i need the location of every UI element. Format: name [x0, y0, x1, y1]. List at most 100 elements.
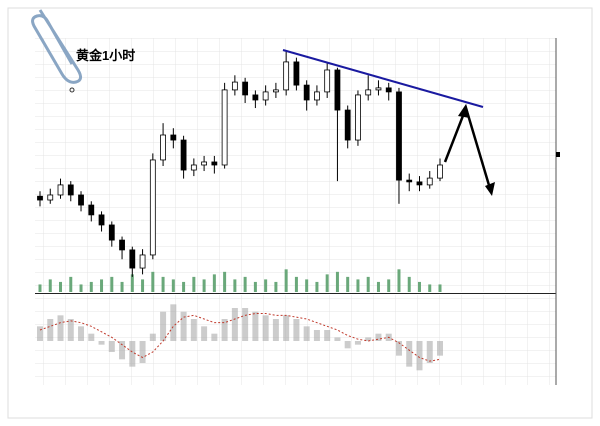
candle-body: [190, 164, 197, 171]
histogram-bar: [37, 326, 43, 341]
histogram-bar: [129, 341, 136, 367]
candle-body: [119, 239, 125, 251]
histogram-bar: [365, 337, 372, 341]
candle-body: [37, 195, 43, 201]
candle-body: [211, 161, 218, 166]
histogram-bar: [354, 341, 361, 345]
paper-clip: [31, 9, 83, 84]
histogram-bar: [57, 315, 64, 341]
candle-body: [283, 61, 290, 91]
volume-bar: [161, 276, 165, 292]
volume-bar: [325, 274, 329, 292]
histogram-bar: [88, 333, 95, 341]
histogram-bar: [313, 330, 320, 341]
candle-body: [252, 94, 259, 101]
candle-body: [272, 89, 279, 93]
volume-bar: [376, 281, 380, 292]
histogram-bar: [180, 311, 187, 341]
histogram-bar: [283, 315, 290, 341]
candle-body: [231, 81, 238, 91]
volume-bar: [89, 281, 93, 292]
candle-body: [426, 177, 433, 186]
candle-body: [57, 184, 64, 196]
histogram-bar: [190, 319, 197, 341]
histogram-bar: [149, 333, 156, 341]
histogram-bar: [324, 330, 331, 341]
volume-bar: [141, 279, 145, 292]
volume-bar: [253, 281, 257, 292]
candle-body: [262, 91, 269, 101]
volume-bar: [346, 276, 350, 292]
volume-bar: [79, 284, 83, 292]
candle-body: [149, 159, 156, 256]
volume-bar: [294, 276, 298, 292]
candle-body: [303, 84, 310, 101]
candle-body: [180, 139, 187, 171]
histogram-bar: [344, 341, 351, 349]
candle-body: [396, 91, 402, 181]
candle-body: [385, 87, 392, 93]
candle-body: [242, 81, 249, 96]
volume-bar: [59, 281, 63, 292]
volume-bar: [264, 279, 268, 292]
histogram-bar: [119, 341, 126, 360]
volume-bar: [356, 279, 360, 292]
volume-bar: [69, 276, 73, 292]
histogram-bar: [139, 341, 146, 363]
candle-body: [293, 61, 300, 86]
volume-bar: [397, 269, 401, 292]
volume-bar: [48, 279, 52, 292]
histogram-bar: [160, 311, 167, 341]
histogram-bar: [231, 308, 238, 341]
candle-body: [88, 204, 95, 216]
volume-bar: [192, 276, 196, 292]
candle-body: [365, 89, 372, 96]
histogram-bar: [201, 326, 208, 341]
histogram-bar: [406, 341, 413, 367]
histogram-bar: [211, 333, 218, 341]
candle-body: [324, 69, 331, 93]
candle-body: [221, 89, 228, 166]
candle-body: [314, 91, 320, 101]
volume-bar: [110, 276, 114, 292]
histogram-bar: [375, 333, 382, 341]
signal-line: [39, 313, 441, 362]
volume-bar: [335, 271, 339, 292]
candle-body: [98, 214, 105, 226]
marks: [37, 50, 443, 371]
histogram-bar: [437, 341, 443, 356]
volume-bar: [407, 276, 411, 292]
volume-bar: [274, 281, 278, 292]
histogram-bar: [426, 341, 433, 363]
volume-bar: [438, 284, 442, 292]
candle-body: [355, 94, 361, 141]
volume-bar: [233, 279, 237, 292]
dot: [69, 87, 75, 93]
histogram-bar: [252, 311, 259, 341]
histogram-bar: [395, 341, 402, 356]
volume-bar: [223, 271, 227, 292]
volume-bar: [120, 281, 124, 292]
candle-body: [201, 161, 208, 166]
candle-body: [375, 87, 382, 91]
volume-bar: [305, 279, 309, 292]
price-marker: [556, 152, 560, 157]
volume-bar: [428, 284, 432, 292]
volume-bar: [417, 281, 421, 292]
histogram-bar: [67, 319, 74, 341]
histogram-bar: [242, 308, 249, 341]
histogram-bar: [303, 326, 310, 341]
histogram-bar: [78, 326, 85, 341]
arrow-heads: [458, 104, 495, 196]
histogram-bar: [272, 319, 279, 341]
candle-body: [170, 134, 177, 141]
candle-body: [139, 254, 146, 269]
volume-bar: [171, 279, 175, 292]
volume-bar: [38, 284, 42, 292]
candle-body: [406, 179, 413, 183]
volume-bar: [202, 279, 206, 292]
volume-bar: [284, 269, 288, 292]
candle-body: [78, 194, 84, 206]
volume-bar: [212, 274, 216, 292]
